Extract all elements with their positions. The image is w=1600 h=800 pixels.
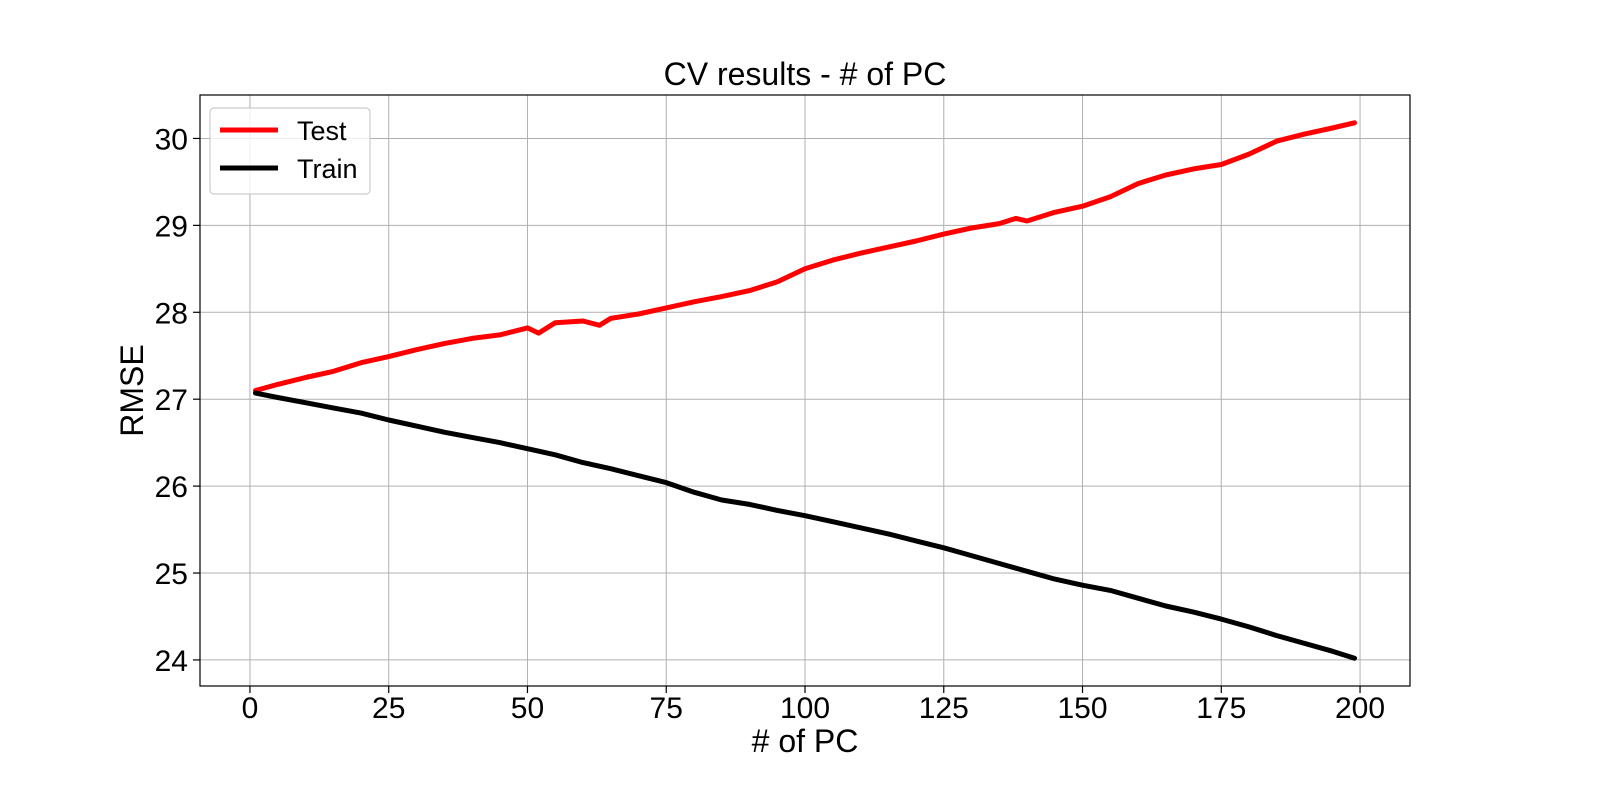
axis-ticks: 0 25 50 75 100 125 150 175 200 24 25 26 27 28 29 30: [155, 123, 1385, 725]
y-tick-label: 24: [155, 645, 188, 678]
x-tick-label: 50: [511, 692, 544, 725]
grid-lines: [200, 95, 1410, 686]
x-tick-label: 150: [1057, 692, 1107, 725]
legend-label-test: Test: [297, 116, 347, 146]
y-tick-label: 25: [155, 558, 188, 591]
x-tick-label: 100: [780, 692, 830, 725]
y-tick-label: 26: [155, 471, 188, 504]
series-line-test: [253, 120, 1357, 393]
chart-title: CV results - # of PC: [664, 56, 947, 92]
legend: Test Train: [209, 107, 371, 195]
y-tick-label: 28: [155, 297, 188, 330]
series-lines: [253, 120, 1357, 661]
series-line-train: [253, 390, 1357, 661]
x-tick-label: 25: [372, 692, 405, 725]
y-tick-label: 30: [155, 123, 188, 156]
y-axis-title: RMSE: [114, 344, 150, 436]
x-tick-label: 125: [919, 692, 969, 725]
x-tick-label: 175: [1196, 692, 1246, 725]
x-tick-label: 0: [242, 692, 259, 725]
x-tick-label: 75: [650, 692, 683, 725]
y-tick-label: 29: [155, 210, 188, 243]
x-tick-label: 200: [1335, 692, 1385, 725]
legend-label-train: Train: [297, 154, 358, 184]
y-tick-label: 27: [155, 384, 188, 417]
x-axis-title: # of PC: [752, 723, 859, 759]
